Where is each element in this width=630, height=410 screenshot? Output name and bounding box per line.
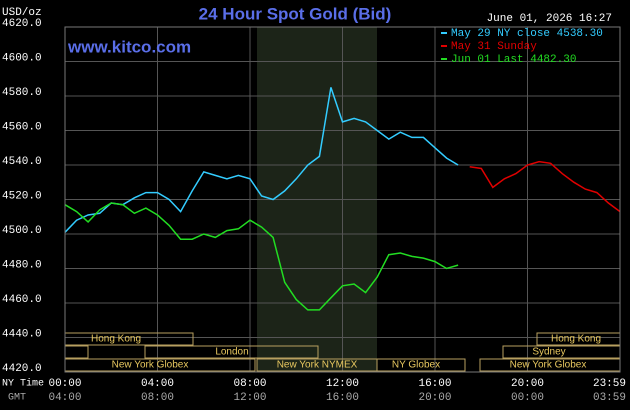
x-tick-label-gmt: 12:00 bbox=[233, 392, 266, 404]
y-tick-label: 4540.0 bbox=[2, 156, 42, 168]
session-label: Sydney bbox=[532, 347, 565, 358]
x-row-label: GMT bbox=[8, 393, 26, 404]
session-label: New York Globex bbox=[510, 360, 587, 371]
session-label: New York NYMEX bbox=[277, 360, 358, 371]
legend-label: Jun 01 Last 4482.30 bbox=[451, 54, 576, 66]
timestamp: June 01, 2026 16:27 bbox=[487, 13, 612, 25]
y-tick-label: 4480.0 bbox=[2, 259, 42, 271]
x-tick-label: 12:00 bbox=[326, 378, 359, 390]
session-box bbox=[144, 345, 319, 359]
y-tick-label: 4500.0 bbox=[2, 225, 42, 237]
y-tick-label: 4560.0 bbox=[2, 121, 42, 133]
y-axis-label: USD/oz bbox=[2, 7, 42, 19]
x-tick-label-gmt: 03:59 bbox=[593, 392, 626, 404]
session-label: Hong Kong bbox=[91, 334, 141, 345]
session-label: NY Globex bbox=[392, 360, 440, 371]
session-label: Hong Kong bbox=[551, 334, 601, 345]
x-tick-label: 04:00 bbox=[141, 378, 174, 390]
y-tick-label: 4460.0 bbox=[2, 294, 42, 306]
y-tick-label: 4580.0 bbox=[2, 87, 42, 99]
session-box bbox=[376, 358, 466, 372]
session-label: New York Globex bbox=[112, 360, 189, 371]
x-tick-label: 00:00 bbox=[48, 378, 81, 390]
x-tick-label: 16:00 bbox=[418, 378, 451, 390]
y-tick-label: 4520.0 bbox=[2, 190, 42, 202]
source: www.kitco.com bbox=[67, 37, 191, 56]
plot bbox=[64, 87, 621, 311]
series-line bbox=[64, 87, 459, 233]
x-tick-label-gmt: 16:00 bbox=[326, 392, 359, 404]
x-tick-label: 23:59 bbox=[593, 378, 626, 390]
y-tick-label: 4440.0 bbox=[2, 328, 42, 340]
session-label: London bbox=[215, 347, 248, 358]
x-tick-label-gmt: 00:00 bbox=[511, 392, 544, 404]
y-tick-label: 4420.0 bbox=[2, 363, 42, 375]
x-tick-label: 20:00 bbox=[511, 378, 544, 390]
chart-title: 24 Hour Spot Gold (Bid) bbox=[199, 4, 392, 23]
plot-frame bbox=[64, 26, 621, 373]
x-tick-label: 08:00 bbox=[233, 378, 266, 390]
series-line bbox=[469, 160, 621, 213]
series-line bbox=[64, 202, 459, 311]
legend-label: May 29 NY close 4538.30 bbox=[451, 28, 603, 40]
x-tick-label-gmt: 04:00 bbox=[48, 392, 81, 404]
x-tick-label-gmt: 20:00 bbox=[418, 392, 451, 404]
y-tick-label: 4600.0 bbox=[2, 52, 42, 64]
y-tick-label: 4620.0 bbox=[2, 18, 42, 30]
x-tick-label-gmt: 08:00 bbox=[141, 392, 174, 404]
legend-label: May 31 Sunday bbox=[451, 41, 537, 53]
x-row-label: NY Time bbox=[2, 378, 44, 390]
